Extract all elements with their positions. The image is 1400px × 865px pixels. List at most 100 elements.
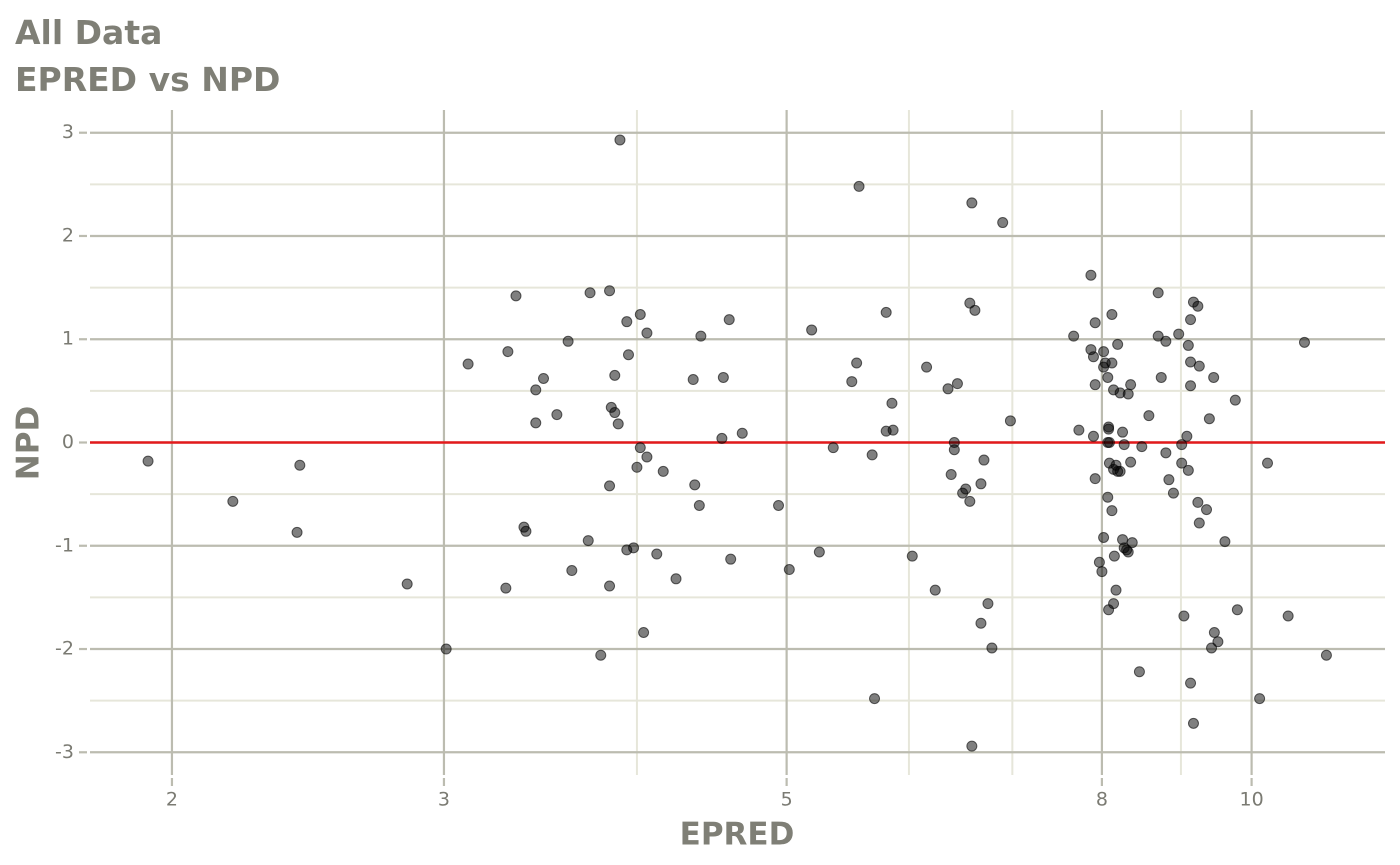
point (1173, 328, 1185, 340)
point (1185, 677, 1197, 689)
point (1133, 666, 1145, 678)
point (462, 358, 474, 370)
point (1098, 532, 1110, 543)
point (634, 442, 646, 454)
x-tick-label: 8 (1096, 789, 1108, 811)
point (1182, 464, 1194, 476)
point (969, 304, 981, 316)
point (520, 525, 532, 537)
point (1093, 556, 1105, 568)
y-tick-label: 0 (62, 431, 74, 453)
point (813, 546, 825, 558)
point (612, 418, 624, 430)
point (1085, 269, 1097, 281)
point (1192, 496, 1204, 508)
point (628, 542, 640, 554)
point (1106, 357, 1118, 369)
point (1117, 426, 1129, 438)
point (929, 584, 941, 596)
point (1103, 437, 1115, 448)
point (846, 376, 858, 388)
point (1203, 413, 1215, 425)
y-tick-label: -2 (55, 638, 74, 660)
point (1229, 394, 1241, 406)
point (1187, 717, 1199, 729)
point (1212, 636, 1224, 648)
point (1178, 610, 1190, 622)
point (609, 407, 621, 419)
point (582, 535, 594, 547)
point (1125, 456, 1137, 468)
point (827, 442, 839, 454)
x-tick-label: 2 (166, 789, 178, 811)
point (1282, 610, 1294, 622)
point (1155, 371, 1167, 383)
x-tick-label: 10 (1240, 789, 1264, 811)
point (906, 550, 918, 562)
y-tick-label: 3 (62, 121, 74, 143)
point (609, 369, 621, 381)
point (853, 180, 865, 192)
point (1122, 546, 1134, 558)
point (621, 316, 633, 328)
y-tick-label: 1 (62, 328, 74, 350)
point (641, 451, 653, 463)
point (997, 217, 1009, 229)
point (294, 459, 306, 471)
point (693, 499, 705, 511)
point (975, 478, 987, 490)
point (530, 417, 542, 429)
point (1089, 473, 1101, 485)
point (1122, 388, 1134, 400)
point (783, 564, 795, 576)
point (595, 649, 607, 661)
point (806, 324, 818, 336)
point (773, 499, 785, 511)
point (510, 290, 522, 302)
x-axis-title: EPRED (680, 817, 795, 853)
point (1181, 430, 1193, 442)
x-tick-label: 3 (438, 789, 450, 811)
point (1102, 491, 1114, 503)
point (716, 432, 728, 444)
point (1096, 566, 1108, 578)
point (1192, 300, 1204, 312)
point (966, 197, 978, 209)
point (1136, 441, 1148, 453)
point (622, 349, 634, 361)
point (1106, 505, 1118, 517)
point (1163, 474, 1175, 486)
point (723, 314, 735, 326)
point (502, 346, 514, 358)
chart-title: All Data (15, 13, 162, 52)
point (1087, 430, 1099, 442)
point (851, 357, 863, 369)
point (1102, 371, 1114, 383)
point (500, 582, 512, 594)
point (1114, 465, 1126, 477)
point (1152, 330, 1164, 342)
point (1118, 439, 1130, 451)
point (866, 449, 878, 461)
y-tick-label: 2 (62, 224, 74, 246)
point (725, 553, 737, 565)
point (584, 287, 596, 299)
point (960, 483, 972, 495)
point (1152, 287, 1164, 299)
point (1182, 339, 1194, 351)
point (978, 454, 990, 466)
x-tick-label: 5 (781, 789, 793, 811)
point (964, 495, 976, 507)
point (551, 409, 563, 421)
point (1201, 504, 1213, 516)
point (1160, 335, 1172, 347)
point (538, 372, 550, 384)
point (1254, 693, 1266, 705)
point (1110, 584, 1122, 596)
point (886, 397, 898, 409)
point (921, 361, 933, 373)
point (291, 526, 303, 538)
point (227, 495, 239, 507)
point (1208, 371, 1220, 383)
